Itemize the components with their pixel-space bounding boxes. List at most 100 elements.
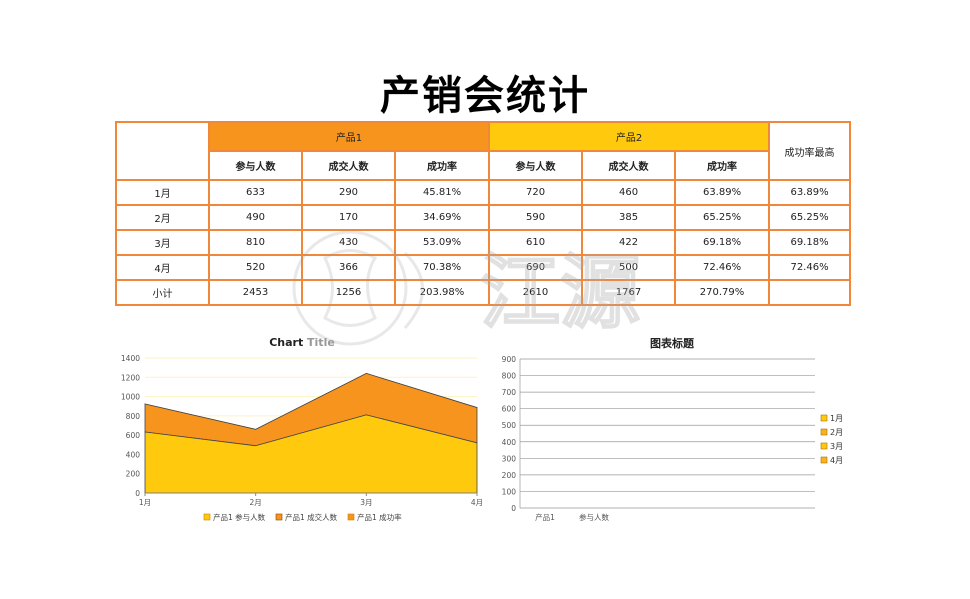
cell-max-rate[interactable]: 72.46% <box>768 254 852 281</box>
x-tick-label: 产品1 <box>535 512 555 522</box>
y-tick-label: 0 <box>511 504 516 513</box>
chart-title-part2: Title <box>303 336 335 349</box>
legend-label: 4月 <box>830 456 843 465</box>
y-tick-label: 800 <box>126 412 141 421</box>
cell-p2-rate[interactable]: 69.18% <box>674 229 771 256</box>
chart-title: Chart Title <box>269 336 335 349</box>
x-tick-label: 2月 <box>250 498 262 507</box>
y-tick-label: 200 <box>126 470 141 479</box>
legend-label: 产品1 成功率 <box>357 512 402 522</box>
cell-p1-participants[interactable]: 810 <box>208 229 303 256</box>
max-rate-header[interactable]: 成功率最高 <box>768 121 852 181</box>
y-tick-label: 1400 <box>121 354 140 363</box>
y-tick-label: 700 <box>502 388 517 397</box>
cell-p1-deals[interactable]: 430 <box>301 229 396 256</box>
legend-swatch <box>820 442 828 450</box>
cell-p1-deals[interactable]: 1256 <box>301 279 396 306</box>
cell-max-rate[interactable]: 69.18% <box>768 229 852 256</box>
area-chart[interactable]: Chart Title 0 200 400 600 800 1000 1200 1400 1月 2月… <box>112 330 492 530</box>
legend-label: 2月 <box>830 428 843 437</box>
table-row: 2月 490 170 34.69% 590 385 65.25% 65.25% <box>115 204 852 231</box>
cell-p1-rate[interactable]: 34.69% <box>393 204 491 231</box>
legend-swatch <box>820 456 828 464</box>
product2-header[interactable]: 产品2 <box>488 121 771 152</box>
p2-deals-header[interactable]: 成交人数 <box>581 150 677 181</box>
p1-rate-header[interactable]: 成功率 <box>393 150 491 181</box>
y-tick-label: 400 <box>502 438 517 447</box>
legend-item: 产品1 成功率 <box>347 512 402 522</box>
stats-table: 产品1 产品2 成功率最高 参与人数 成交人数 成功率 参与人数 成交人数 成功… <box>115 121 852 306</box>
cell-p1-deals[interactable]: 366 <box>301 254 396 281</box>
legend-item: 产品1 参与人数 <box>203 512 266 522</box>
cell-p2-deals[interactable]: 1767 <box>581 279 677 306</box>
legend-swatch <box>203 513 211 521</box>
x-tick-label: 1月 <box>139 498 151 507</box>
y-tick-label: 600 <box>126 431 141 440</box>
legend-label: 产品1 成交人数 <box>285 512 338 522</box>
chart-title: 图表标题 <box>650 336 695 350</box>
cell-p2-rate[interactable]: 72.46% <box>674 254 771 281</box>
cell-p1-participants[interactable]: 520 <box>208 254 303 281</box>
cell-p2-participants[interactable]: 2610 <box>488 279 584 306</box>
cell-p2-participants[interactable]: 720 <box>488 179 584 206</box>
legend-item: 产品1 成交人数 <box>275 512 338 522</box>
cell-p1-rate[interactable]: 53.09% <box>393 229 491 256</box>
page-title: 产销会统计 <box>380 73 590 119</box>
cell-p2-deals[interactable]: 385 <box>581 204 677 231</box>
p2-rate-header[interactable]: 成功率 <box>674 150 771 181</box>
chart-title-part1: Chart <box>269 336 303 349</box>
cell-p1-deals[interactable]: 290 <box>301 179 396 206</box>
legend-label: 产品1 参与人数 <box>213 512 266 522</box>
cell-p2-participants[interactable]: 690 <box>488 254 584 281</box>
row-label-cell[interactable]: 4月 <box>115 254 210 281</box>
legend-swatch <box>820 414 828 422</box>
x-tick-label: 参与人数 <box>579 512 609 522</box>
p1-deals-header[interactable]: 成交人数 <box>301 150 396 181</box>
cell-p2-participants[interactable]: 610 <box>488 229 584 256</box>
cell-p2-rate[interactable]: 270.79% <box>674 279 771 306</box>
legend-item: 4月 <box>820 456 843 465</box>
table-row: 小计 2453 1256 203.98% 2610 1767 270.79% <box>115 279 852 306</box>
cell-p2-deals[interactable]: 460 <box>581 179 677 206</box>
cell-p1-rate[interactable]: 70.38% <box>393 254 491 281</box>
cell-p1-deals[interactable]: 170 <box>301 204 396 231</box>
legend-item: 3月 <box>820 442 843 451</box>
y-tick-label: 600 <box>502 405 517 414</box>
cell-p1-rate[interactable]: 45.81% <box>393 179 491 206</box>
y-tick-label: 300 <box>502 454 517 463</box>
cell-p2-deals[interactable]: 500 <box>581 254 677 281</box>
legend-swatch <box>347 513 355 521</box>
cell-p2-rate[interactable]: 63.89% <box>674 179 771 206</box>
legend-label: 3月 <box>830 442 843 451</box>
table-row: 4月 520 366 70.38% 690 500 72.46% 72.46% <box>115 254 852 281</box>
cell-p1-participants[interactable]: 490 <box>208 204 303 231</box>
p2-participants-header[interactable]: 参与人数 <box>488 150 584 181</box>
y-tick-label: 400 <box>126 450 141 459</box>
y-tick-label: 500 <box>502 421 517 430</box>
cell-max-rate[interactable]: 63.89% <box>768 179 852 206</box>
cell-p1-participants[interactable]: 633 <box>208 179 303 206</box>
y-tick-label: 900 <box>502 355 517 364</box>
row-label-cell[interactable]: 2月 <box>115 204 210 231</box>
cell-p2-deals[interactable]: 422 <box>581 229 677 256</box>
cell-p2-participants[interactable]: 590 <box>488 204 584 231</box>
cell-p1-rate[interactable]: 203.98% <box>393 279 491 306</box>
y-tick-label: 0 <box>135 489 140 498</box>
bar-chart[interactable]: 图表标题 0 100 200 300 400 500 600 700 800 900 产品1 参与人数 1… <box>490 330 850 530</box>
corner-cell[interactable] <box>115 121 210 181</box>
row-label-cell[interactable]: 3月 <box>115 229 210 256</box>
x-tick-label: 4月 <box>471 498 483 507</box>
legend-label: 1月 <box>830 414 843 423</box>
y-tick-label: 1200 <box>121 373 140 382</box>
product1-header[interactable]: 产品1 <box>207 121 491 152</box>
legend-item: 1月 <box>820 414 843 423</box>
cell-p1-participants[interactable]: 2453 <box>208 279 303 306</box>
p1-participants-header[interactable]: 参与人数 <box>208 150 303 181</box>
row-label-cell[interactable]: 1月 <box>115 179 210 206</box>
y-tick-label: 200 <box>502 471 517 480</box>
cell-max-rate[interactable]: 65.25% <box>768 204 852 231</box>
legend-item: 2月 <box>820 428 843 437</box>
cell-p2-rate[interactable]: 65.25% <box>674 204 771 231</box>
row-label-cell[interactable]: 小计 <box>115 279 210 306</box>
cell-max-rate[interactable] <box>768 279 852 306</box>
